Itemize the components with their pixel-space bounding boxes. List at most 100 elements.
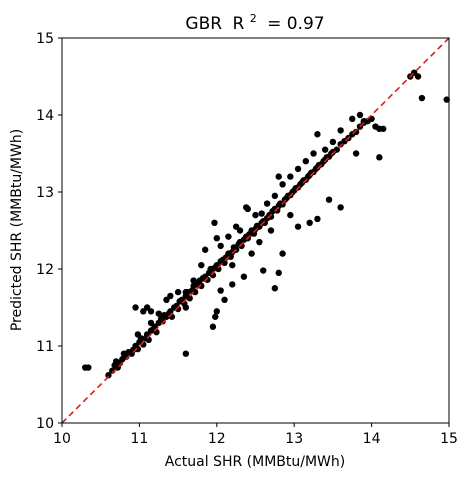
x-axis-ticks: 10 11 12 13 14 15 — [53, 423, 458, 447]
y-tick-label: 11 — [36, 339, 54, 355]
data-point — [225, 233, 232, 240]
reference-line — [61, 37, 450, 424]
chart-title: GBR R 2 = 0.97 — [185, 7, 324, 34]
data-point — [271, 192, 279, 200]
data-point — [376, 154, 383, 161]
chart-title-value: = 0.97 — [267, 14, 325, 34]
data-point — [174, 305, 182, 313]
data-point — [217, 242, 224, 250]
data-points — [82, 69, 450, 379]
x-tick-label: 15 — [440, 431, 458, 447]
data-point — [190, 277, 197, 284]
data-point — [258, 210, 265, 217]
data-point — [337, 127, 344, 134]
data-point — [314, 131, 321, 138]
data-point — [252, 211, 259, 219]
data-point — [260, 267, 267, 274]
data-point — [213, 308, 220, 315]
y-tick-label: 12 — [36, 262, 54, 278]
data-point — [182, 304, 190, 311]
data-point — [134, 331, 142, 338]
data-point — [155, 310, 162, 317]
x-tick-label: 11 — [130, 431, 148, 447]
data-point — [204, 276, 211, 283]
chart-title-model: GBR — [185, 14, 222, 34]
data-point — [279, 181, 286, 188]
x-axis-label: Actual SHR (MMBtu/MWh) — [165, 454, 345, 470]
data-point — [186, 295, 193, 302]
data-point — [198, 261, 205, 269]
data-point — [294, 223, 302, 230]
data-point — [229, 281, 236, 288]
data-point — [267, 213, 275, 220]
data-point — [248, 250, 255, 257]
data-point — [236, 227, 244, 234]
data-point — [360, 117, 368, 125]
data-point — [443, 96, 450, 103]
data-point — [275, 269, 282, 277]
y-tick-label: 13 — [36, 185, 54, 201]
data-point — [182, 288, 190, 296]
data-point — [174, 288, 182, 296]
y-tick-label: 14 — [36, 108, 54, 124]
data-point — [212, 313, 219, 320]
y-axis-label: Predicted SHR (MMBtu/MWh) — [9, 129, 25, 331]
data-point — [134, 345, 142, 353]
data-point — [325, 196, 333, 203]
data-point — [211, 219, 218, 226]
data-point — [147, 319, 155, 327]
data-point — [337, 204, 344, 211]
data-point — [256, 238, 263, 246]
data-point — [238, 242, 245, 250]
data-point — [314, 215, 321, 223]
x-tick-label: 12 — [208, 431, 226, 447]
data-point — [352, 128, 360, 136]
data-point — [213, 235, 220, 242]
data-point — [159, 318, 166, 325]
data-point — [198, 282, 205, 290]
data-point — [132, 304, 139, 311]
data-point — [414, 73, 422, 80]
data-point — [221, 296, 228, 303]
data-point — [356, 111, 364, 119]
data-point — [349, 115, 356, 123]
data-point — [321, 146, 329, 153]
data-point — [209, 323, 217, 330]
y-tick-label: 15 — [36, 31, 54, 47]
x-tick-label: 10 — [53, 431, 71, 447]
data-point — [302, 158, 310, 165]
data-point — [287, 173, 294, 180]
x-tick-label: 14 — [363, 431, 381, 447]
data-point — [85, 364, 92, 371]
data-point — [191, 288, 199, 296]
chart-title-exponent: 2 — [250, 12, 257, 25]
data-point — [243, 204, 250, 211]
y-tick-label: 10 — [36, 416, 54, 432]
data-point — [380, 125, 387, 133]
data-point — [217, 287, 224, 294]
data-point — [221, 259, 228, 267]
data-point — [182, 350, 190, 357]
chart-title-metric: R — [232, 14, 244, 34]
data-point — [201, 246, 209, 253]
data-point — [240, 273, 248, 280]
data-point — [287, 211, 294, 219]
data-point — [147, 308, 155, 315]
data-point — [306, 219, 313, 226]
data-point — [310, 150, 317, 157]
data-point — [271, 285, 279, 292]
data-point — [352, 150, 360, 157]
data-point — [275, 173, 282, 180]
x-tick-label: 13 — [285, 431, 303, 447]
data-point — [167, 292, 174, 300]
y-axis-ticks: 10 11 12 13 14 15 — [36, 31, 62, 432]
data-point — [215, 265, 222, 273]
data-point — [294, 165, 302, 173]
data-point — [267, 227, 275, 234]
data-point — [263, 200, 271, 207]
data-point — [279, 250, 286, 257]
data-point — [418, 94, 426, 102]
plot-frame — [61, 37, 450, 424]
data-point — [105, 372, 112, 379]
